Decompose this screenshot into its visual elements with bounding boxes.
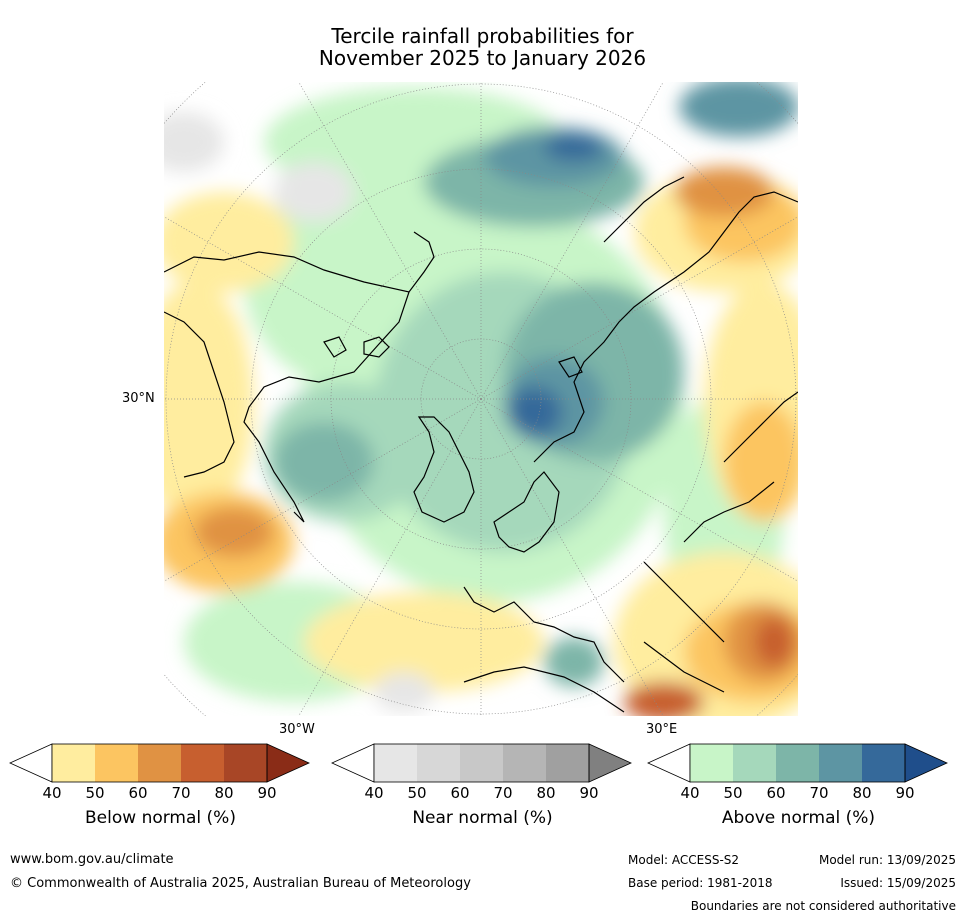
colorbar-below-label: Below normal (%): [85, 808, 236, 828]
colorbar-below-normal: [9, 743, 310, 783]
model-run-date: Model run: 13/09/2025: [818, 853, 956, 867]
lon-label-30w: 30°W: [279, 722, 315, 737]
coastlines: [164, 176, 798, 713]
colorbar-near-normal: [331, 743, 632, 783]
polar-rainfall-map: [164, 82, 798, 716]
model-name: Model: ACCESS-S2: [628, 853, 740, 867]
website-link[interactable]: www.bom.gov.au/climate: [10, 852, 174, 867]
probability-field: [164, 82, 798, 716]
base-period: Base period: 1981-2018: [628, 876, 773, 890]
colorbar-near-label: Near normal (%): [412, 808, 553, 828]
chart-title-line1: Tercile rainfall probabilities for: [331, 24, 634, 48]
lon-label-30e: 30°E: [646, 722, 678, 737]
chart-title-line2: November 2025 to January 2026: [318, 46, 647, 70]
graticule: [164, 82, 798, 716]
colorbar-above-normal: [647, 743, 948, 783]
issued-date: Issued: 15/09/2025: [840, 876, 956, 890]
boundary-disclaimer: Boundaries are not considered authoritat…: [690, 899, 956, 913]
colorbar-above-label: Above normal (%): [721, 808, 876, 828]
lat-label-30n: 30°N: [122, 391, 155, 406]
copyright-text: © Commonwealth of Australia 2025, Austra…: [10, 876, 471, 891]
